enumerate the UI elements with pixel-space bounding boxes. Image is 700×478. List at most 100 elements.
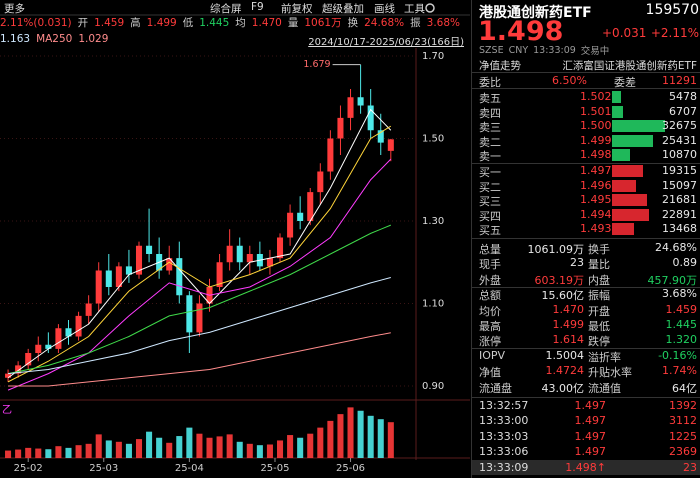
weicha-label: 委差: [614, 76, 636, 89]
kline-chart: 1.70 1.50 1.30 1.10 0.90 乙 25-02 25-03 25-04 25-0…: [0, 3, 470, 474]
ma-line: [8, 332, 391, 387]
ma-legend: 1.163 MA250 1.029: [0, 32, 108, 46]
weibi-value: 6.50%: [552, 74, 587, 87]
volume-bar: [135, 439, 143, 458]
pct-change: +2.11%: [650, 26, 699, 40]
separator: [472, 72, 700, 73]
y-tick-label: 1.10: [422, 299, 444, 310]
stat-label: 内盘: [588, 273, 610, 287]
candle-body: [25, 353, 32, 366]
nav-tab[interactable]: 净值走势: [479, 60, 521, 72]
stat-value: 1.74%: [662, 364, 697, 378]
stat-label: 均价: [479, 304, 501, 318]
x-tick-label: 25-04: [175, 463, 204, 474]
security-name: 港股通创新药ETF: [479, 5, 592, 21]
book-price: 1.498: [580, 148, 612, 162]
volume-bar: [15, 449, 22, 458]
candle-body: [196, 303, 203, 333]
book-label: 卖四: [479, 106, 501, 120]
toolbar-item[interactable]: F9: [251, 1, 264, 13]
stat-value: 1.5004: [545, 348, 585, 362]
volume-bar: [226, 434, 233, 458]
quote-value: 24.68%: [364, 16, 405, 29]
quote-label: 量: [287, 17, 299, 29]
fund-name: 汇添富国证港股通创新药ETF: [562, 60, 697, 72]
book-bar: [612, 91, 621, 103]
volume-bar: [196, 433, 203, 458]
stat-label: 流通盘: [479, 381, 512, 395]
candle-body: [105, 270, 112, 287]
quote-value: 1.459: [94, 16, 125, 29]
volume-bar: [206, 437, 213, 458]
separator: [472, 88, 700, 89]
candle-body: [246, 254, 253, 263]
book-bar: [612, 120, 665, 133]
volume-bar: [5, 450, 12, 458]
candle-body: [276, 237, 284, 259]
volume-bar: [45, 449, 52, 458]
candle-body: [75, 315, 82, 337]
candle-body: [5, 373, 12, 378]
candle-body: [387, 139, 394, 151]
volume-bar: [287, 435, 294, 458]
quote-label: 振: [410, 17, 421, 29]
trade-volume: 1225: [669, 429, 697, 443]
candle-body: [176, 258, 183, 296]
candle-body: [166, 258, 173, 271]
volume-bar: [347, 407, 354, 458]
book-bar: [612, 134, 654, 147]
volume-bar: [307, 433, 314, 458]
trade-volume: 1392: [669, 399, 697, 412]
candle-body: [125, 266, 132, 275]
candle-body: [65, 328, 72, 337]
meta-item: 交易中: [580, 46, 610, 57]
ma-line: [8, 277, 391, 375]
volume-bar: [75, 445, 82, 458]
book-label: 卖二: [479, 135, 501, 149]
stat-value: 1.320: [665, 333, 698, 347]
trade-price: 1.497: [574, 445, 607, 459]
trade-time: 13:32:57: [479, 399, 529, 412]
toolbar-item[interactable]: 综合屏: [210, 3, 242, 15]
volume-bar: [367, 415, 374, 458]
candle-body: [327, 138, 334, 172]
toolbar-item[interactable]: 画线: [374, 3, 395, 15]
stat-value: 64亿: [672, 381, 697, 395]
stat-label: 换手: [588, 243, 610, 256]
trade-price: 1.497: [574, 414, 607, 428]
trade-time: 13:33:06: [479, 445, 529, 459]
trade-time: 13:33:09: [479, 460, 529, 474]
y-tick-label: 0.90: [422, 381, 444, 392]
book-volume: 10870: [662, 148, 697, 162]
trade-time: 13:33:00: [479, 414, 529, 428]
settings-icon: [425, 3, 435, 13]
book-price: 1.496: [580, 178, 612, 192]
volume-bar: [337, 414, 344, 458]
trade-price: 1.497: [574, 429, 607, 443]
candle-body: [287, 212, 294, 238]
candle-body: [347, 97, 354, 118]
volume-bar: [327, 420, 334, 458]
more-button[interactable]: 更多: [4, 3, 25, 15]
book-bar: [612, 105, 623, 118]
x-tick-label: 25-06: [336, 463, 365, 474]
stat-value: 3.68%: [662, 287, 697, 301]
weibi-label: 委比: [479, 76, 501, 89]
candle-body: [15, 365, 22, 374]
book-label: 卖一: [479, 150, 501, 164]
trade-time: 13:33:03: [479, 429, 529, 443]
volume-bar: [125, 443, 132, 458]
toolbar-item[interactable]: 前复权: [281, 3, 313, 15]
trade-price: 1.498↑: [565, 460, 606, 474]
book-volume: 5478: [669, 90, 697, 103]
ma-line: [7, 158, 392, 391]
candle-body: [35, 344, 42, 353]
toolbar-item[interactable]: 工具: [404, 3, 425, 15]
book-bar: [612, 194, 648, 207]
book-label: 买一: [479, 166, 501, 179]
toolbar-item[interactable]: 超级叠加: [322, 3, 364, 15]
book-bar: [612, 149, 630, 162]
candle-body: [146, 245, 153, 254]
book-volume: 25431: [662, 133, 697, 147]
trade-volume: 23: [683, 460, 697, 474]
